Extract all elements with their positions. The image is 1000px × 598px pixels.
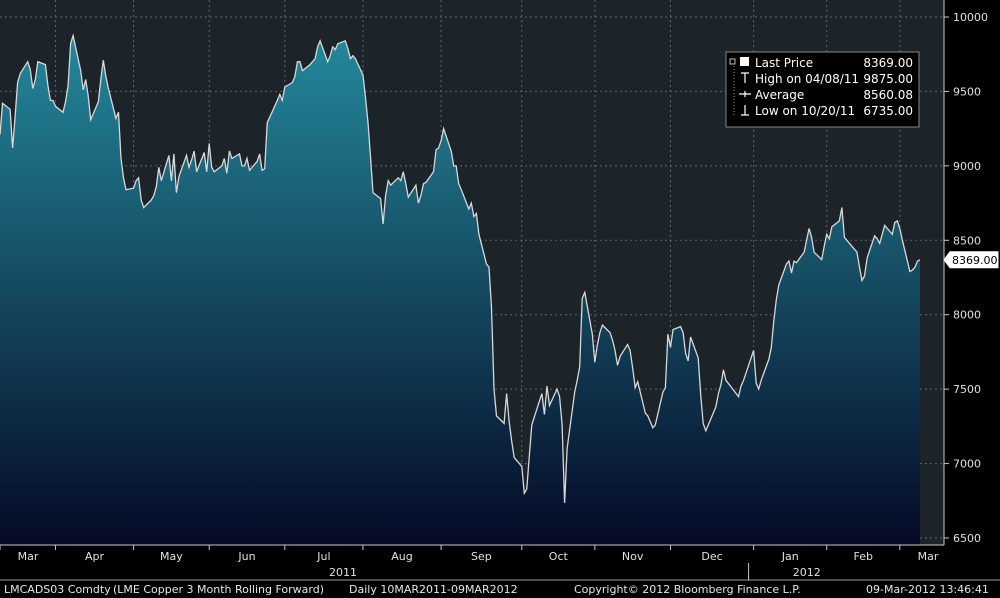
timestamp-label: 09-Mar-2012 13:46:41	[866, 583, 989, 596]
x-tick-label: Oct	[549, 550, 569, 563]
legend-marker-high	[741, 72, 749, 83]
legend-value: 9875.00	[863, 72, 913, 86]
legend-value: 8369.00	[863, 56, 913, 70]
y-tick-label: 7000	[953, 458, 981, 471]
legend-collapse-icon	[729, 58, 736, 65]
footer: LMCADS03 Comdty (LME Copper 3 Month Roll…	[4, 583, 989, 596]
last-price-label: 8369.00	[952, 254, 998, 267]
y-tick-label: 10000	[953, 11, 988, 24]
legend-value: 8560.08	[863, 88, 913, 102]
y-tick-label: 9000	[953, 160, 981, 173]
legend-label: Last Price	[755, 56, 813, 70]
x-tick-label: Apr	[85, 550, 105, 563]
y-tick-label: 8500	[953, 234, 981, 247]
copyright-label: Copyright© 2012 Bloomberg Finance L.P.	[574, 583, 801, 596]
y-tick-label: 6500	[953, 532, 981, 545]
x-tick-label: Dec	[701, 550, 722, 563]
x-axis: Mar Apr May Jun Jul Aug Sep Oct Nov Dec Jan Feb Mar 2…	[0, 544, 1000, 581]
legend-value: 6735.00	[863, 104, 913, 118]
x-tick-label: Aug	[391, 550, 412, 563]
y-axis: 6500 7000 7500 8000 8500 9000 9500 10000	[943, 0, 988, 545]
x-tick-label: Mar	[18, 550, 39, 563]
y-tick-label: 8000	[953, 309, 981, 322]
legend-marker-square	[740, 57, 749, 66]
legend-label: Low on 10/20/11	[755, 104, 855, 118]
x-tick-label: Mar	[918, 550, 939, 563]
x-tick-label: Jan	[781, 550, 799, 563]
year-label: 2012	[793, 566, 821, 579]
description-label: (LME Copper 3 Month Rolling Forward)	[113, 583, 324, 596]
year-label: 2011	[329, 566, 357, 579]
legend: Last Price 8369.00 High on 04/08/11 9875.00…	[725, 51, 920, 128]
x-tick-label: Jun	[237, 550, 255, 563]
legend-label: Average	[755, 88, 804, 102]
legend-marker-average	[739, 91, 751, 97]
last-price-marker: 8369.00	[943, 251, 999, 269]
x-tick-label: Jul	[316, 550, 330, 563]
x-tick-label: Nov	[622, 550, 644, 563]
legend-label: High on 04/08/11	[755, 72, 859, 86]
x-tick-label: Sep	[471, 550, 492, 563]
price-line	[0, 33, 921, 504]
last-price-box	[943, 251, 999, 269]
x-tick-label: Feb	[854, 550, 873, 563]
y-tick-label: 9500	[953, 85, 981, 98]
legend-box	[725, 51, 920, 128]
price-area	[0, 35, 920, 545]
legend-marker-low	[741, 105, 749, 116]
x-tick-label: May	[160, 550, 183, 563]
y-axis-background	[944, 0, 1000, 580]
ticker-label: LMCADS03 Comdty	[4, 583, 111, 596]
period-label: Daily 10MAR2011-09MAR2012	[349, 583, 518, 596]
y-tick-label: 7500	[953, 383, 981, 396]
x-axis-background	[0, 545, 1000, 598]
